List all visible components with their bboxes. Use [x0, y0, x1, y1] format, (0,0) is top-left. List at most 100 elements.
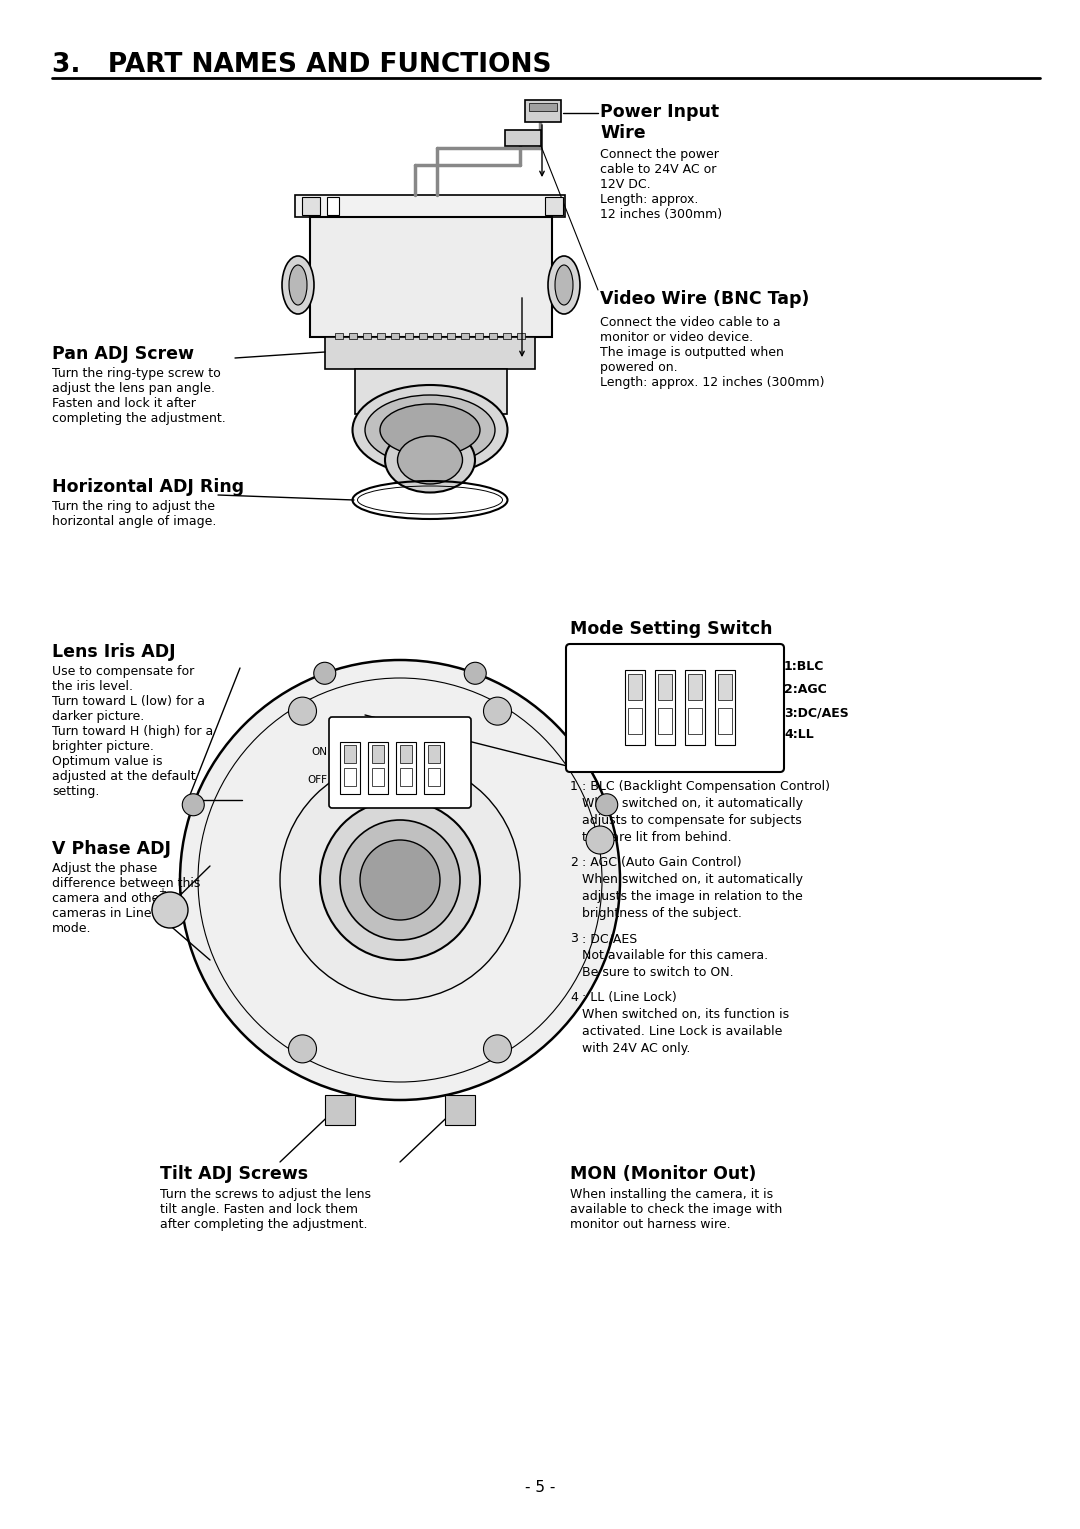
Text: Lens Iris ADJ: Lens Iris ADJ: [52, 644, 176, 661]
Bar: [372, 768, 384, 786]
Text: MON (Monitor Out): MON (Monitor Out): [570, 1165, 756, 1183]
Text: Video Wire (BNC Tap): Video Wire (BNC Tap): [600, 291, 809, 307]
Text: 3:DC/AES: 3:DC/AES: [784, 706, 849, 719]
Bar: [363, 333, 372, 339]
Bar: [718, 708, 732, 734]
Bar: [517, 333, 525, 339]
Bar: [340, 742, 360, 794]
Ellipse shape: [596, 794, 618, 816]
Ellipse shape: [180, 661, 620, 1099]
Text: OFF: OFF: [606, 726, 627, 740]
Text: - 5 -: - 5 -: [525, 1480, 555, 1495]
Ellipse shape: [360, 839, 440, 920]
Text: 2: 2: [570, 856, 578, 868]
Bar: [658, 708, 672, 734]
Text: When switched on, its function is: When switched on, its function is: [582, 1008, 789, 1021]
Bar: [355, 368, 507, 414]
Text: 1: 1: [631, 656, 639, 670]
Text: that are lit from behind.: that are lit from behind.: [582, 830, 731, 844]
Bar: [419, 333, 427, 339]
Bar: [505, 130, 541, 145]
Text: 4: 4: [721, 656, 729, 670]
Ellipse shape: [314, 662, 336, 685]
Text: 2:AGC: 2:AGC: [784, 683, 827, 696]
Text: ON: ON: [610, 687, 627, 699]
Ellipse shape: [365, 394, 495, 465]
Ellipse shape: [586, 826, 615, 855]
Text: When switched on, it automatically: When switched on, it automatically: [582, 797, 804, 810]
Text: Not available for this camera.: Not available for this camera.: [582, 950, 768, 962]
Bar: [447, 333, 455, 339]
Text: with 24V AC only.: with 24V AC only.: [582, 1041, 690, 1055]
Bar: [372, 745, 384, 763]
Text: Be sure to switch to ON.: Be sure to switch to ON.: [582, 966, 733, 979]
Ellipse shape: [464, 662, 486, 685]
Bar: [405, 333, 413, 339]
Text: 4: 4: [431, 728, 437, 739]
Bar: [525, 99, 561, 122]
Text: 1:BLC: 1:BLC: [784, 661, 824, 673]
Text: Turn the ring to adjust the
horizontal angle of image.: Turn the ring to adjust the horizontal a…: [52, 500, 216, 528]
Bar: [625, 670, 645, 745]
Text: Horizontal ADJ Ring: Horizontal ADJ Ring: [52, 479, 244, 495]
Text: Adjust the phase
difference between this
camera and other
cameras in Line Lock
m: Adjust the phase difference between this…: [52, 862, 201, 936]
Text: 1: 1: [570, 780, 578, 794]
Text: Pan ADJ Screw: Pan ADJ Screw: [52, 346, 194, 362]
Bar: [503, 333, 511, 339]
Text: brightness of the subject.: brightness of the subject.: [582, 907, 742, 920]
Bar: [627, 674, 642, 700]
Text: 3: 3: [691, 656, 699, 670]
Bar: [658, 674, 672, 700]
Bar: [349, 333, 357, 339]
Text: +: +: [158, 887, 166, 898]
Text: OFF: OFF: [307, 775, 327, 784]
Ellipse shape: [288, 1035, 316, 1063]
Ellipse shape: [288, 697, 316, 725]
Bar: [400, 768, 411, 786]
Ellipse shape: [548, 255, 580, 313]
Bar: [396, 742, 416, 794]
Ellipse shape: [340, 820, 460, 940]
Bar: [368, 742, 388, 794]
Text: 2: 2: [375, 728, 381, 739]
Text: Tilt ADJ Screws: Tilt ADJ Screws: [160, 1165, 308, 1183]
Bar: [718, 674, 732, 700]
Bar: [489, 333, 497, 339]
Text: 4: 4: [570, 991, 578, 1005]
Text: Turn the ring-type screw to
adjust the lens pan angle.
Fasten and lock it after
: Turn the ring-type screw to adjust the l…: [52, 367, 226, 425]
Bar: [715, 670, 735, 745]
Text: ON: ON: [311, 748, 327, 757]
Bar: [391, 333, 399, 339]
Ellipse shape: [384, 428, 475, 492]
Ellipse shape: [320, 800, 480, 960]
Text: : LL (Line Lock): : LL (Line Lock): [582, 991, 677, 1005]
Bar: [335, 333, 343, 339]
Bar: [627, 708, 642, 734]
Text: -: -: [178, 887, 181, 898]
Text: Power Input
Wire: Power Input Wire: [600, 102, 719, 142]
Ellipse shape: [183, 794, 204, 816]
Bar: [345, 745, 356, 763]
Bar: [529, 102, 557, 112]
Bar: [428, 768, 440, 786]
Bar: [445, 1095, 475, 1125]
Bar: [302, 197, 320, 216]
Bar: [310, 217, 552, 336]
Bar: [377, 333, 384, 339]
Text: adjusts the image in relation to the: adjusts the image in relation to the: [582, 890, 802, 904]
Bar: [424, 742, 444, 794]
Bar: [685, 670, 705, 745]
Text: 3.   PART NAMES AND FUNCTIONS: 3. PART NAMES AND FUNCTIONS: [52, 52, 552, 78]
Text: : DC/AES: : DC/AES: [582, 933, 637, 945]
Ellipse shape: [280, 760, 519, 1000]
Text: When installing the camera, it is
available to check the image with
monitor out : When installing the camera, it is availa…: [570, 1188, 782, 1231]
Ellipse shape: [380, 404, 480, 456]
Text: 3: 3: [570, 933, 578, 945]
Ellipse shape: [397, 436, 462, 485]
FancyBboxPatch shape: [329, 717, 471, 807]
Bar: [345, 768, 356, 786]
Ellipse shape: [484, 697, 512, 725]
Text: activated. Line Lock is available: activated. Line Lock is available: [582, 1024, 782, 1038]
Bar: [295, 196, 565, 217]
Text: : AGC (Auto Gain Control): : AGC (Auto Gain Control): [582, 856, 742, 868]
